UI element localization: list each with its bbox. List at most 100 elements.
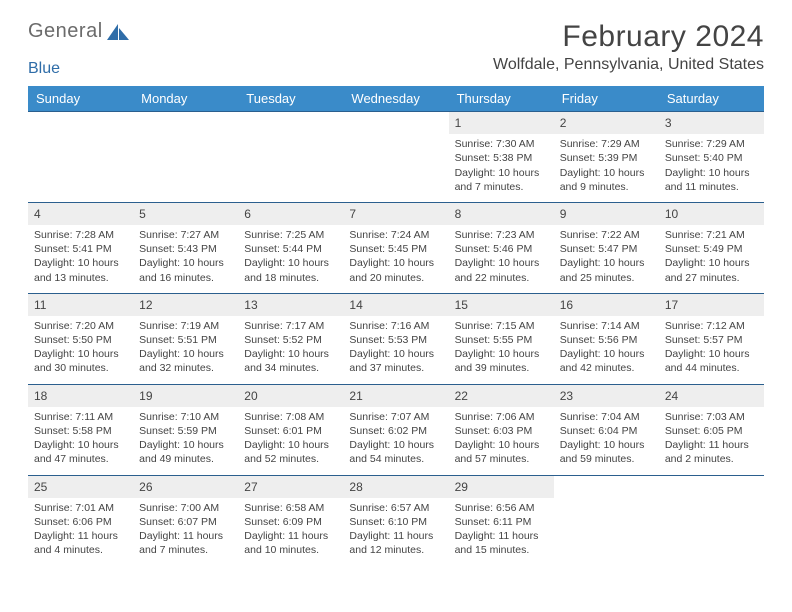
day-header: Sunday xyxy=(28,86,133,112)
calendar-week-row: 1Sunrise: 7:30 AMSunset: 5:38 PMDaylight… xyxy=(28,112,764,203)
daylight-line: Daylight: 10 hours and 25 minutes. xyxy=(560,256,653,284)
sunset-line: Sunset: 5:38 PM xyxy=(455,151,548,165)
sunset-line: Sunset: 6:05 PM xyxy=(665,424,758,438)
sunrise-line: Sunrise: 7:29 AM xyxy=(560,137,653,151)
logo-sail-icon xyxy=(107,24,129,40)
sunrise-line: Sunrise: 7:10 AM xyxy=(139,410,232,424)
day-number: 13 xyxy=(238,294,343,316)
day-header: Thursday xyxy=(449,86,554,112)
calendar-cell xyxy=(28,112,133,203)
sunrise-line: Sunrise: 7:24 AM xyxy=(349,228,442,242)
calendar-cell: 22Sunrise: 7:06 AMSunset: 6:03 PMDayligh… xyxy=(449,384,554,475)
daylight-line: Daylight: 10 hours and 37 minutes. xyxy=(349,347,442,375)
calendar-cell: 18Sunrise: 7:11 AMSunset: 5:58 PMDayligh… xyxy=(28,384,133,475)
sunrise-line: Sunrise: 7:17 AM xyxy=(244,319,337,333)
calendar-body: 1Sunrise: 7:30 AMSunset: 5:38 PMDaylight… xyxy=(28,112,764,566)
calendar-cell xyxy=(554,475,659,565)
sunset-line: Sunset: 5:53 PM xyxy=(349,333,442,347)
day-number: 8 xyxy=(449,203,554,225)
calendar-cell: 27Sunrise: 6:58 AMSunset: 6:09 PMDayligh… xyxy=(238,475,343,565)
calendar-week-row: 11Sunrise: 7:20 AMSunset: 5:50 PMDayligh… xyxy=(28,293,764,384)
daylight-line: Daylight: 11 hours and 7 minutes. xyxy=(139,529,232,557)
calendar-cell: 5Sunrise: 7:27 AMSunset: 5:43 PMDaylight… xyxy=(133,202,238,293)
daylight-line: Daylight: 10 hours and 13 minutes. xyxy=(34,256,127,284)
day-number: 26 xyxy=(133,476,238,498)
calendar-cell: 7Sunrise: 7:24 AMSunset: 5:45 PMDaylight… xyxy=(343,202,448,293)
day-header: Wednesday xyxy=(343,86,448,112)
daylight-line: Daylight: 10 hours and 16 minutes. xyxy=(139,256,232,284)
month-title: February 2024 xyxy=(493,20,764,54)
sunrise-line: Sunrise: 7:19 AM xyxy=(139,319,232,333)
calendar-cell: 6Sunrise: 7:25 AMSunset: 5:44 PMDaylight… xyxy=(238,202,343,293)
calendar-week-row: 4Sunrise: 7:28 AMSunset: 5:41 PMDaylight… xyxy=(28,202,764,293)
daylight-line: Daylight: 11 hours and 2 minutes. xyxy=(665,438,758,466)
sunset-line: Sunset: 6:04 PM xyxy=(560,424,653,438)
daylight-line: Daylight: 10 hours and 9 minutes. xyxy=(560,166,653,194)
sunset-line: Sunset: 5:43 PM xyxy=(139,242,232,256)
calendar-cell: 2Sunrise: 7:29 AMSunset: 5:39 PMDaylight… xyxy=(554,112,659,203)
daylight-line: Daylight: 10 hours and 39 minutes. xyxy=(455,347,548,375)
calendar-cell: 14 Sunrise: 7:16 AMSunset: 5:53 PMDayligh… xyxy=(343,293,448,384)
calendar-cell: 10Sunrise: 7:21 AMSunset: 5:49 PMDayligh… xyxy=(659,202,764,293)
sunset-line: Sunset: 6:11 PM xyxy=(455,515,548,529)
sunrise-line: Sunrise: 7:21 AM xyxy=(665,228,758,242)
day-number: 19 xyxy=(133,385,238,407)
day-number: 25 xyxy=(28,476,133,498)
sunset-line: Sunset: 5:40 PM xyxy=(665,151,758,165)
logo: General xyxy=(28,20,129,43)
sunset-line: Sunset: 5:46 PM xyxy=(455,242,548,256)
calendar-table: SundayMondayTuesdayWednesdayThursdayFrid… xyxy=(28,86,764,565)
sunrise-line: Sunrise: 7:04 AM xyxy=(560,410,653,424)
title-block: February 2024 Wolfdale, Pennsylvania, Un… xyxy=(493,20,764,74)
calendar-cell: 16Sunrise: 7:14 AMSunset: 5:56 PMDayligh… xyxy=(554,293,659,384)
sunset-line: Sunset: 6:02 PM xyxy=(349,424,442,438)
sunset-line: Sunset: 5:41 PM xyxy=(34,242,127,256)
sunrise-line: Sunrise: 7:30 AM xyxy=(455,137,548,151)
sunrise-line: Sunrise: 7:11 AM xyxy=(34,410,127,424)
day-number: 21 xyxy=(343,385,448,407)
day-header: Friday xyxy=(554,86,659,112)
sunset-line: Sunset: 5:50 PM xyxy=(34,333,127,347)
daylight-line: Daylight: 10 hours and 27 minutes. xyxy=(665,256,758,284)
calendar-cell: 3Sunrise: 7:29 AMSunset: 5:40 PMDaylight… xyxy=(659,112,764,203)
sunrise-line: Sunrise: 6:57 AM xyxy=(349,501,442,515)
sunrise-line: Sunrise: 7:01 AM xyxy=(34,501,127,515)
daylight-line: Daylight: 10 hours and 47 minutes. xyxy=(34,438,127,466)
day-number: 10 xyxy=(659,203,764,225)
day-number: 23 xyxy=(554,385,659,407)
calendar-cell xyxy=(133,112,238,203)
day-number: 4 xyxy=(28,203,133,225)
day-number: 28 xyxy=(343,476,448,498)
calendar-cell: 8Sunrise: 7:23 AMSunset: 5:46 PMDaylight… xyxy=(449,202,554,293)
day-number: 22 xyxy=(449,385,554,407)
calendar-week-row: 18Sunrise: 7:11 AMSunset: 5:58 PMDayligh… xyxy=(28,384,764,475)
calendar-cell xyxy=(659,475,764,565)
sunrise-line: Sunrise: 7:16 AM xyxy=(349,319,442,333)
calendar-cell xyxy=(238,112,343,203)
sunset-line: Sunset: 6:10 PM xyxy=(349,515,442,529)
day-number: 20 xyxy=(238,385,343,407)
day-number: 29 xyxy=(449,476,554,498)
location: Wolfdale, Pennsylvania, United States xyxy=(493,56,764,74)
calendar-cell: 29Sunrise: 6:56 AMSunset: 6:11 PMDayligh… xyxy=(449,475,554,565)
day-number: 2 xyxy=(554,112,659,134)
day-number: 14 xyxy=(343,294,448,316)
sunrise-line: Sunrise: 6:58 AM xyxy=(244,501,337,515)
sunset-line: Sunset: 5:44 PM xyxy=(244,242,337,256)
day-number: 11 xyxy=(28,294,133,316)
sunset-line: Sunset: 5:57 PM xyxy=(665,333,758,347)
calendar-cell: 11Sunrise: 7:20 AMSunset: 5:50 PMDayligh… xyxy=(28,293,133,384)
daylight-line: Daylight: 10 hours and 22 minutes. xyxy=(455,256,548,284)
daylight-line: Daylight: 10 hours and 20 minutes. xyxy=(349,256,442,284)
day-number: 12 xyxy=(133,294,238,316)
daylight-line: Daylight: 10 hours and 30 minutes. xyxy=(34,347,127,375)
sunrise-line: Sunrise: 7:08 AM xyxy=(244,410,337,424)
sunrise-line: Sunrise: 7:03 AM xyxy=(665,410,758,424)
day-number: 3 xyxy=(659,112,764,134)
sunset-line: Sunset: 5:45 PM xyxy=(349,242,442,256)
calendar-cell xyxy=(343,112,448,203)
daylight-line: Daylight: 10 hours and 59 minutes. xyxy=(560,438,653,466)
sunset-line: Sunset: 5:56 PM xyxy=(560,333,653,347)
daylight-line: Daylight: 10 hours and 42 minutes. xyxy=(560,347,653,375)
daylight-line: Daylight: 11 hours and 4 minutes. xyxy=(34,529,127,557)
